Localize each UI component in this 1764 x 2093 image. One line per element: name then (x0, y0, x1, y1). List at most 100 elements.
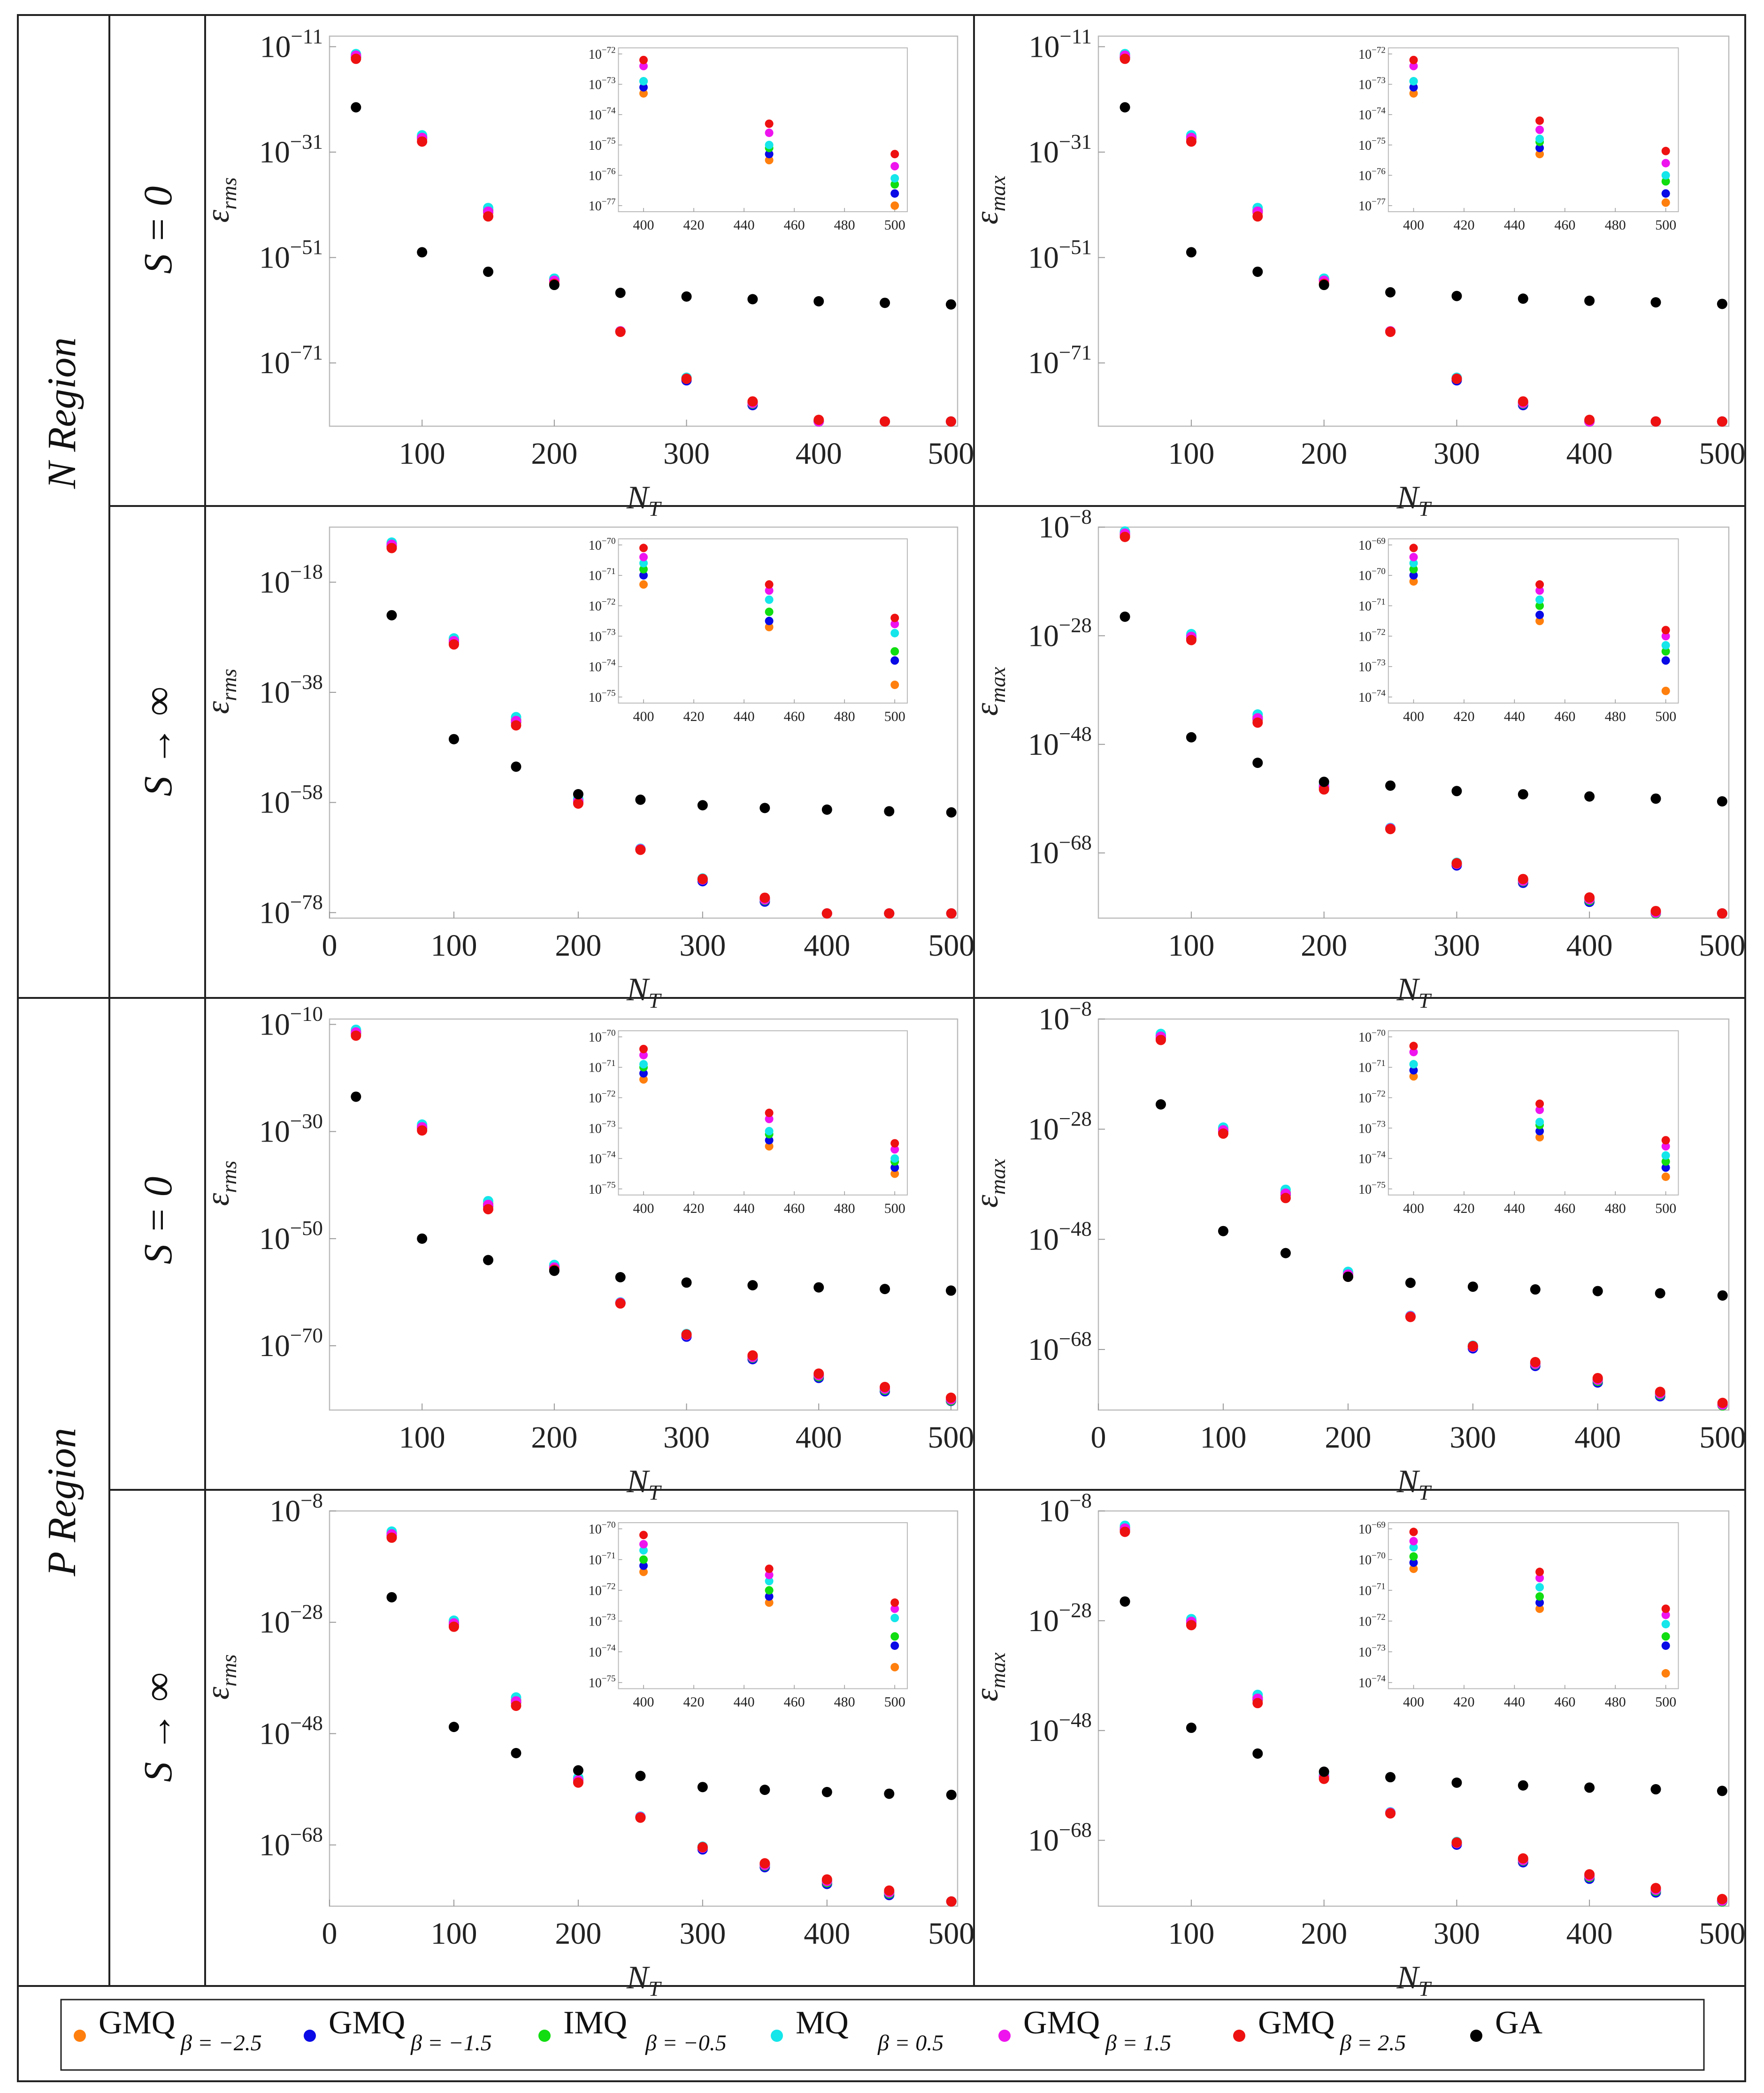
data-point (884, 806, 895, 817)
inset-point-GMQ_m2.5 (890, 680, 899, 689)
inset-y-tick-label: 10−75 (1358, 136, 1386, 153)
data-point (1518, 874, 1528, 884)
inset-point-GMQ_m2.5 (1661, 1172, 1670, 1181)
x-tick-label: 300 (1434, 437, 1480, 471)
inset-y-tick-label: 10−75 (589, 1674, 616, 1691)
data-point (1252, 1748, 1263, 1759)
inset-point-GMQ_m1.5 (890, 1163, 899, 1172)
inset-point-GMQ_2.5 (765, 580, 774, 589)
data-point (1218, 1226, 1228, 1236)
inset-y-tick-label: 10−75 (589, 688, 616, 705)
inset-x-tick-label: 500 (884, 709, 905, 724)
inset-y-tick-label: 10−72 (589, 1089, 616, 1106)
data-point (1650, 1883, 1661, 1894)
y-tick-label: 10−48 (1028, 1217, 1092, 1257)
inset-point-MQ_0.5 (639, 559, 648, 567)
y-tick-label: 10−28 (1028, 613, 1092, 653)
inset-x-tick-label: 500 (1655, 217, 1676, 233)
inset-point-GMQ_2.5 (890, 613, 899, 622)
inset-x-tick-label: 480 (1605, 709, 1626, 724)
y-tick-label: 10−78 (259, 890, 323, 930)
data-point (1186, 136, 1196, 147)
inset-point-GMQ_m2.5 (639, 580, 648, 589)
inset-point-IMQ_m0.5 (1409, 565, 1418, 574)
series-GMQ_2.5 (351, 54, 956, 427)
inset-point-GMQ_m2.5 (1409, 1072, 1418, 1081)
inset-point-IMQ_m0.5 (1535, 601, 1544, 610)
data-point (351, 1030, 361, 1041)
plot-frame (1097, 35, 1730, 427)
data-point (1319, 1766, 1329, 1777)
data-point (1385, 824, 1396, 835)
x-axis-label: NT (1396, 972, 1432, 1012)
data-point (681, 373, 692, 384)
inset-point-GMQ_2.5 (1535, 116, 1544, 125)
x-tick-label: 100 (1168, 437, 1214, 471)
data-point (1120, 102, 1130, 113)
inset-point-GMQ_2.5 (1409, 1527, 1418, 1536)
inset-y-tick-label: 10−72 (589, 597, 616, 614)
inset-point-IMQ_m0.5 (890, 180, 899, 189)
x-tick-label: 200 (531, 437, 577, 471)
inset-x-tick-label: 400 (633, 709, 654, 724)
inset-y-tick-label: 10−74 (1358, 1150, 1386, 1167)
inset-point-GMQ_2.5 (890, 1139, 899, 1148)
series-GA (1155, 1099, 1728, 1301)
data-point (697, 874, 708, 884)
panel-P_Sinf_max: 100 200 300 400 500 10−8 10−28 10−48 10−68 εmax NT… (969, 1488, 1745, 2001)
inset-x-tick-label: 400 (633, 217, 654, 233)
inset-point-GMQ_m2.5 (1535, 1133, 1544, 1142)
inset-x-tick-label: 500 (884, 1201, 905, 1216)
inset-point-GMQ_2.5 (890, 150, 899, 159)
inset-x-tick-label: 480 (834, 1201, 855, 1216)
y-tick-label: 10−68 (259, 1823, 323, 1863)
panel-N_Sinf_max: 100 200 300 400 500 10−8 10−28 10−48 10−68 εmax NT… (969, 505, 1745, 1012)
inset-x-tick-label: 420 (683, 1694, 705, 1710)
plot-frame (329, 35, 959, 427)
inset-y-tick-label: 10−73 (1358, 1643, 1386, 1660)
inset-y-tick-label: 10−71 (1358, 1581, 1386, 1598)
data-point (681, 1277, 692, 1288)
inset-point-GMQ_m2.5 (765, 1598, 774, 1607)
x-tick-label: 400 (796, 1420, 842, 1455)
inset-point-GMQ_2.5 (1661, 1604, 1670, 1613)
data-point (813, 1282, 824, 1293)
inset-x-tick-label: 460 (1554, 1694, 1575, 1710)
data-point (1120, 611, 1130, 622)
panel-N_S0_max: 100 200 300 400 500 10−11 10−31 10−51 10−71 εmax N… (969, 24, 1745, 521)
inset-point-GMQ_1.5 (1535, 1105, 1544, 1114)
legend-marker (1233, 2030, 1245, 2042)
y-tick-label: 10−68 (1028, 830, 1092, 870)
x-tick-label: 200 (555, 1917, 601, 1951)
inset-point-GMQ_m2.5 (890, 1663, 899, 1671)
inset-point-IMQ_m0.5 (1535, 1592, 1544, 1601)
inset-point-MQ_0.5 (1661, 1151, 1670, 1160)
inset-point-GMQ_1.5 (1409, 1537, 1418, 1546)
inset-y-tick-label: 10−76 (1358, 167, 1386, 184)
data-point (1584, 1869, 1595, 1880)
data-point (946, 807, 957, 818)
inset-point-GMQ_1.5 (1409, 61, 1418, 70)
data-point (1120, 531, 1130, 542)
x-tick-label: 500 (1699, 928, 1745, 963)
data-point (483, 1255, 494, 1265)
data-point (1584, 414, 1595, 425)
data-point (386, 543, 397, 553)
data-point (1385, 780, 1396, 791)
x-tick-label: 100 (430, 928, 477, 963)
data-point (417, 136, 428, 147)
data-point (1518, 1853, 1528, 1864)
inset-point-GMQ_1.5 (890, 620, 899, 629)
inset-point-MQ_0.5 (1535, 1118, 1544, 1127)
data-point (1451, 1837, 1462, 1848)
data-point (483, 211, 494, 222)
data-point (1650, 297, 1661, 308)
legend-label: GMQ (99, 2005, 175, 2041)
data-point (1405, 1277, 1416, 1288)
s-inf-label-n: S → ∞ (135, 687, 180, 796)
data-point (351, 102, 361, 113)
inset-point-GMQ_1.5 (890, 162, 899, 171)
